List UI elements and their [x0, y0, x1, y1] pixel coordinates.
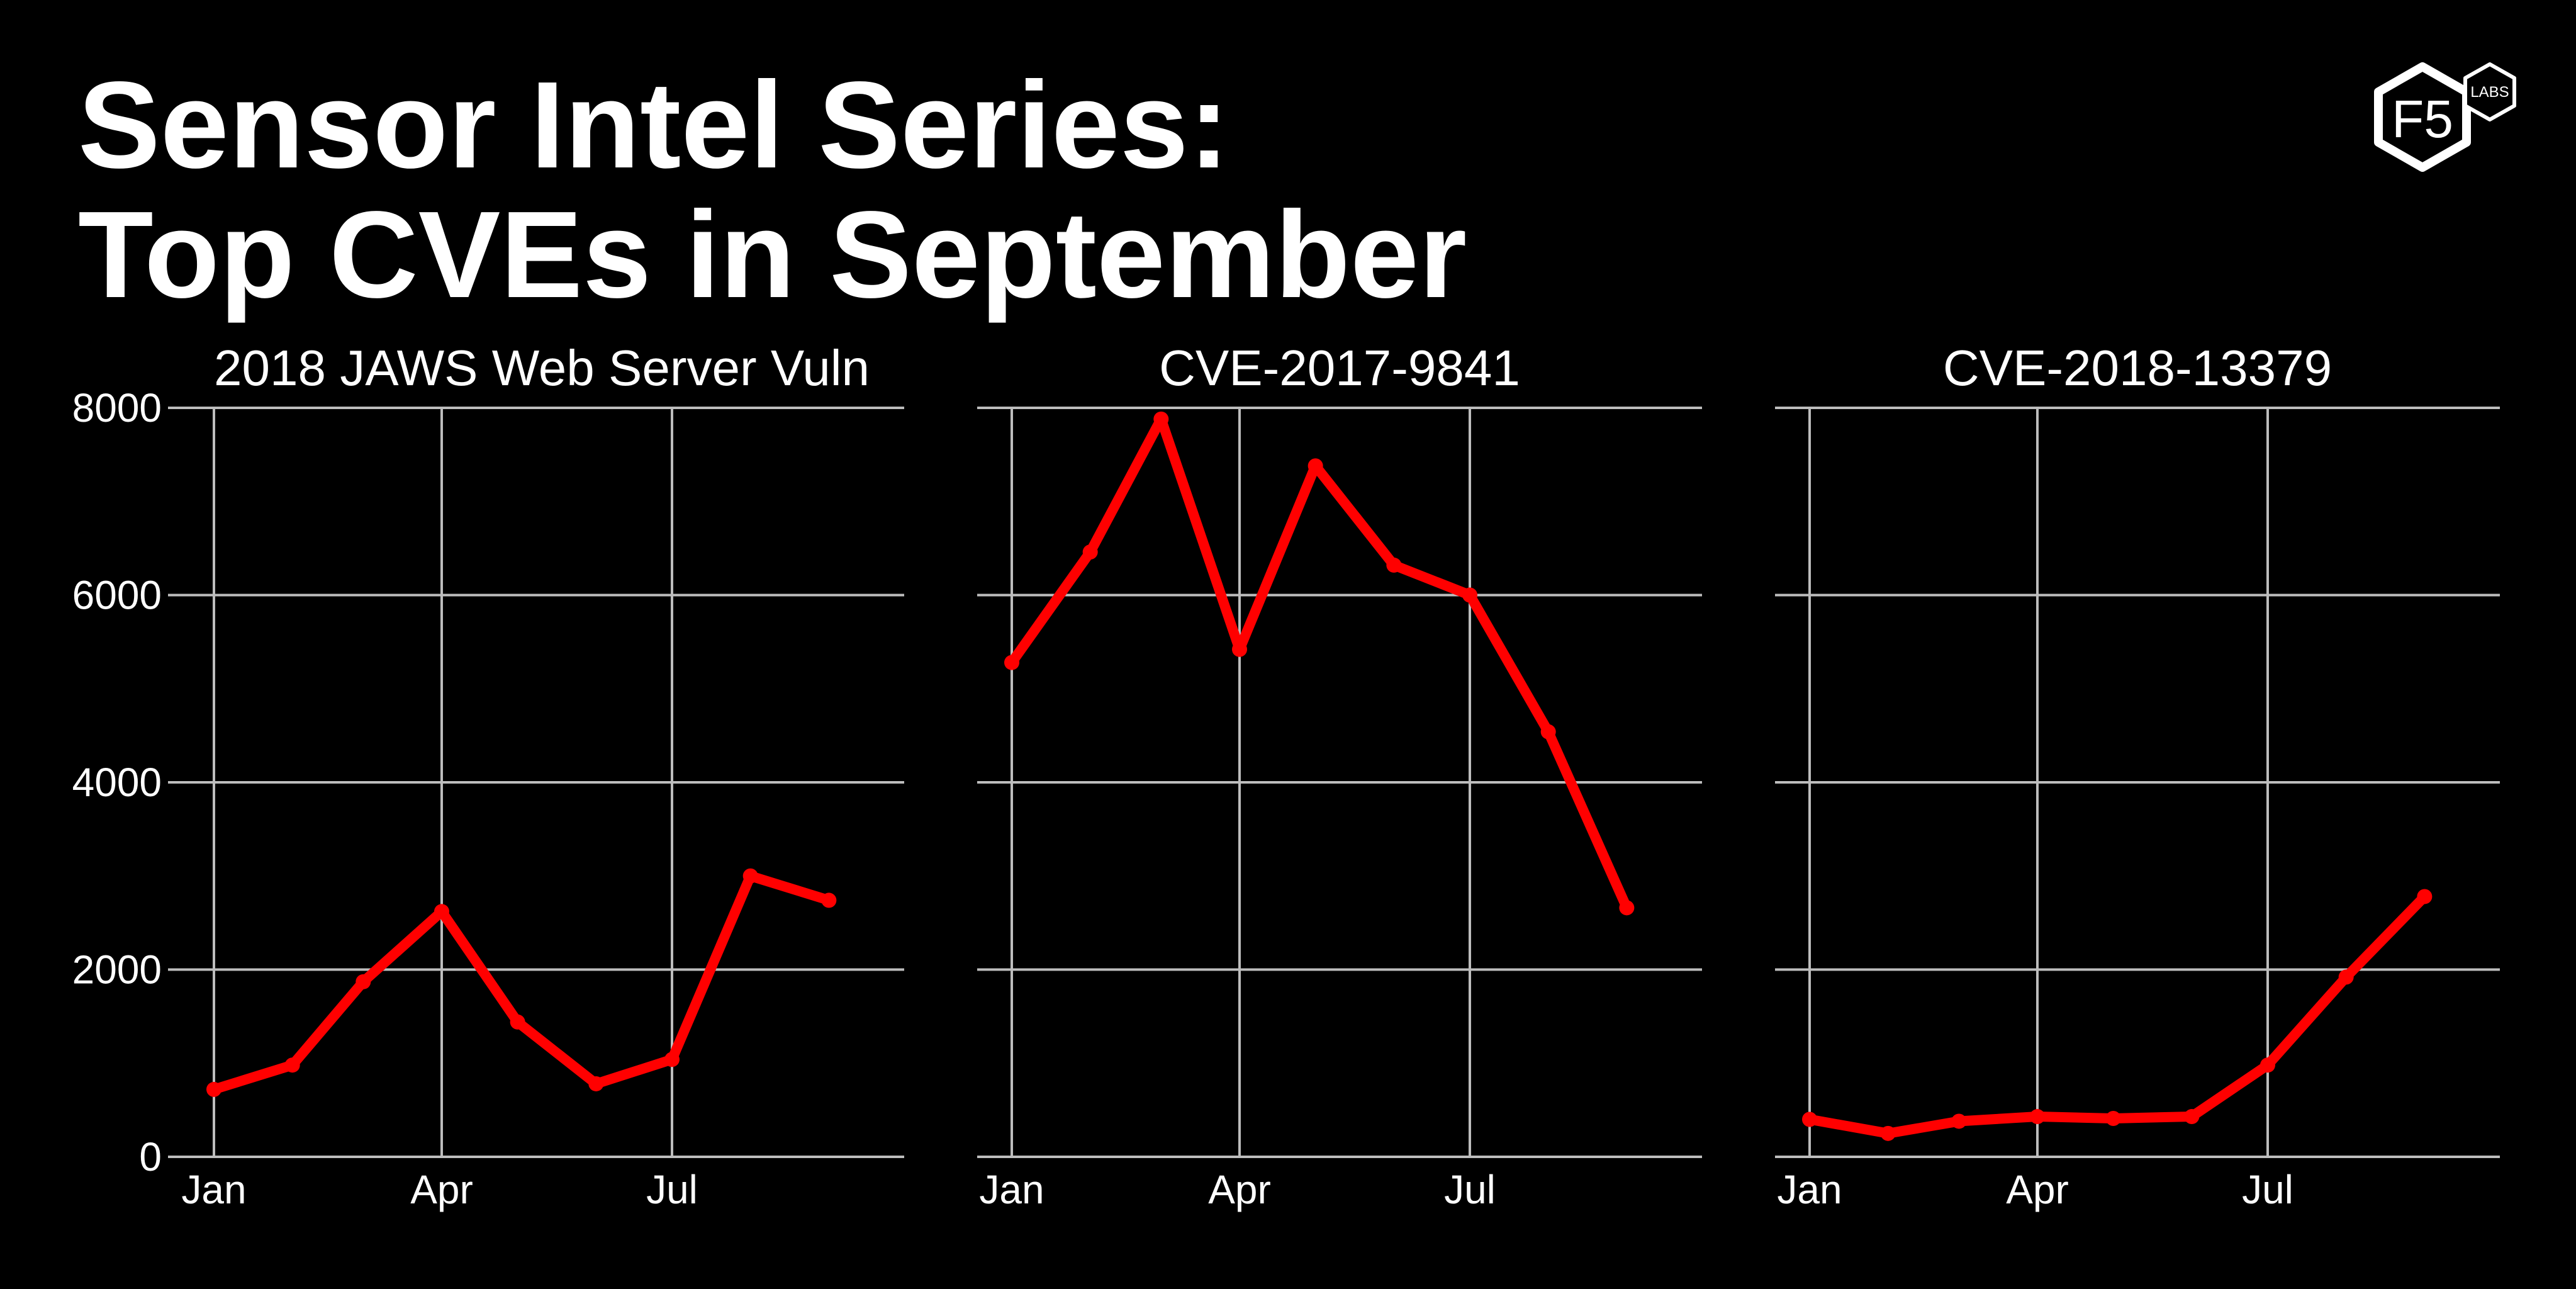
data-point — [2105, 1111, 2121, 1127]
data-point — [821, 892, 837, 908]
data-point — [2417, 889, 2433, 904]
x-tick-label: Apr — [1208, 1167, 1271, 1212]
y-tick-label: 6000 — [72, 573, 162, 618]
data-point — [284, 1057, 300, 1073]
data-point — [356, 974, 371, 989]
data-point — [664, 1052, 680, 1067]
data-point — [434, 904, 449, 920]
data-point — [2184, 1109, 2200, 1125]
series-line — [1805, 891, 2430, 1139]
data-point — [1153, 411, 1169, 427]
x-tick-label: Jul — [1444, 1167, 1496, 1212]
x-tick-label: Jul — [646, 1167, 698, 1212]
page-title: Sensor Intel Series: Top CVEs in Septemb… — [78, 60, 1467, 320]
page-title-line-1: Sensor Intel Series: — [78, 56, 1230, 194]
x-tick-label: Jan — [1777, 1167, 1842, 1212]
series-line — [209, 870, 834, 1095]
panel-title: CVE-2018-13379 — [1943, 340, 2332, 396]
data-point — [742, 868, 758, 884]
series-line — [1007, 414, 1632, 913]
data-point — [1462, 587, 1477, 603]
chart-panel-2: CVE-2017-9841 Jan Apr Jul — [977, 340, 1702, 1212]
y-tick-label: 4000 — [72, 760, 162, 805]
data-point — [1386, 557, 1402, 573]
data-point — [1951, 1113, 1967, 1129]
logo-badge-hexagon-icon — [2463, 62, 2516, 121]
chart-panel-3: CVE-2018-13379 Jan Apr Jul — [1775, 340, 2500, 1212]
data-point — [588, 1076, 604, 1091]
x-tick-label: Jan — [979, 1167, 1044, 1212]
y-tick-label: 0 — [139, 1134, 162, 1179]
logo-text: F5 — [2392, 89, 2453, 149]
data-point — [2260, 1057, 2275, 1073]
panel-title: 2018 JAWS Web Server Vuln — [214, 340, 870, 396]
panel-title: CVE-2017-9841 — [1159, 340, 1520, 396]
data-point — [1802, 1112, 1817, 1127]
y-tick-label: 8000 — [72, 385, 162, 431]
data-point — [1880, 1125, 1896, 1141]
data-point — [1004, 655, 1019, 670]
x-tick-label: Jan — [181, 1167, 246, 1212]
data-point — [2029, 1109, 2045, 1125]
f5-labs-logo: F5 LABS — [2374, 62, 2516, 172]
x-tick-label: Apr — [410, 1167, 473, 1212]
data-point — [2338, 969, 2354, 985]
data-point — [1540, 724, 1556, 740]
data-point — [1082, 544, 1098, 560]
data-point — [1619, 900, 1635, 916]
data-point — [1231, 641, 1247, 657]
y-tick-label: 2000 — [72, 947, 162, 993]
data-point — [510, 1014, 525, 1030]
data-point — [1308, 458, 1323, 474]
logo-badge-text: LABS — [2470, 84, 2509, 101]
data-point — [206, 1081, 221, 1097]
x-tick-label: Jul — [2242, 1167, 2293, 1212]
page-title-line-2: Top CVEs in September — [78, 186, 1467, 324]
chart-panel-1: 2018 JAWS Web Server Vuln Jan Apr Jul 0 2000 4… — [72, 340, 904, 1212]
x-tick-label: Apr — [2006, 1167, 2069, 1212]
